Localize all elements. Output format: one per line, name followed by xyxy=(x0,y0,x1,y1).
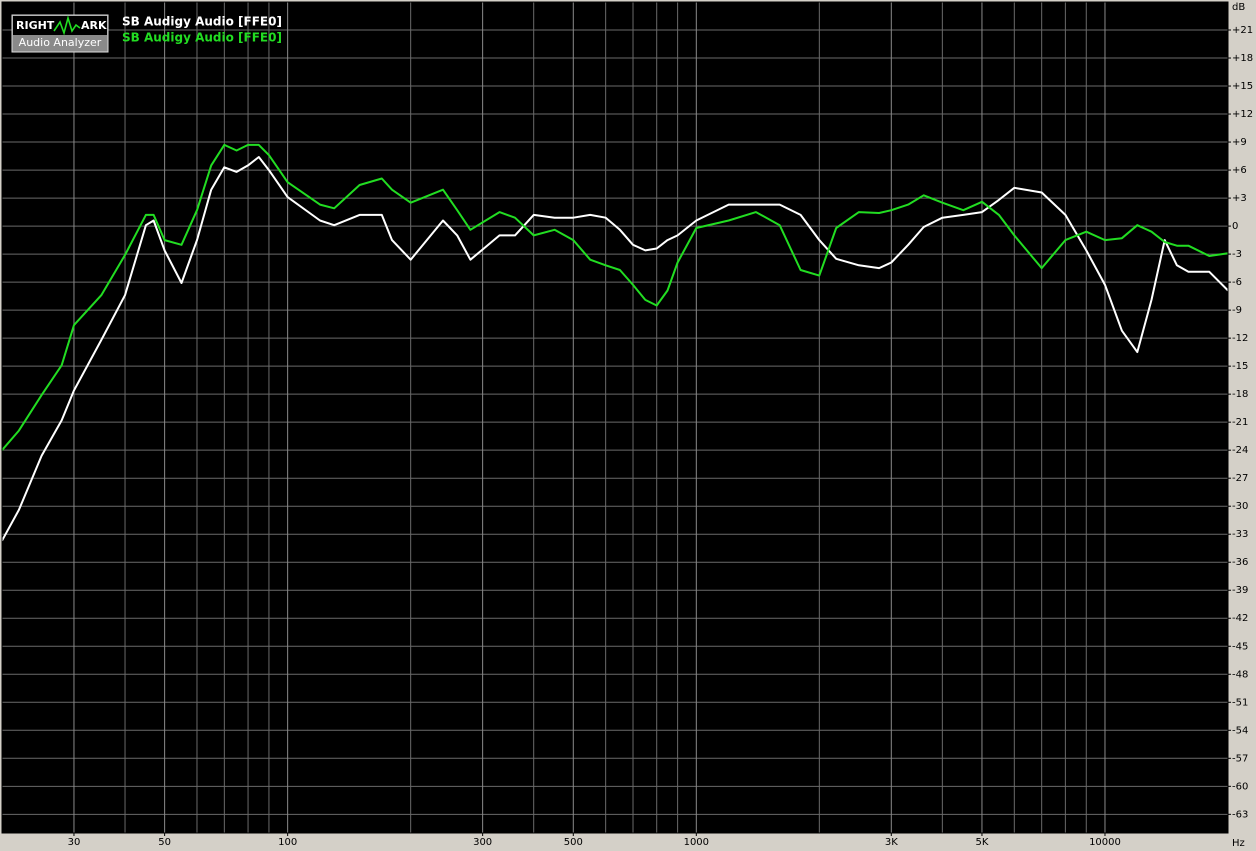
logo-wave xyxy=(53,15,81,36)
x-tick-label: 50 xyxy=(158,837,171,848)
y-tick-label: -60 xyxy=(1232,781,1248,792)
logo-left: RIGHT xyxy=(16,19,55,32)
logo-bottom: Audio Analyzer xyxy=(19,36,102,49)
x-tick-label: 300 xyxy=(473,837,492,848)
logo-right: ARK xyxy=(81,19,107,32)
series-line xyxy=(1,143,1229,451)
x-tick-label: 3K xyxy=(885,837,898,848)
legend-entry: SB Audigy Audio [FFE0] xyxy=(122,15,282,29)
y-axis-label: dB xyxy=(1232,2,1245,13)
y-tick-label: -12 xyxy=(1232,333,1248,344)
plot-border xyxy=(1,1,1229,834)
y-tick-label: +3 xyxy=(1232,193,1247,204)
y-tick-label: -6 xyxy=(1232,277,1242,288)
y-tick-label: 0 xyxy=(1232,221,1238,232)
y-tick-label: -42 xyxy=(1232,613,1248,624)
x-tick-label: 500 xyxy=(564,837,583,848)
y-tick-label: -63 xyxy=(1232,809,1248,820)
plot-area xyxy=(2,2,1228,833)
logo: RIGHT ARK Audio Analyzer xyxy=(11,14,109,53)
y-tick-label: -30 xyxy=(1232,501,1248,512)
y-tick-label: +6 xyxy=(1232,165,1247,176)
y-tick-label: -21 xyxy=(1232,417,1248,428)
x-tick-label: 10000 xyxy=(1089,837,1121,848)
y-tick-label: -39 xyxy=(1232,585,1248,596)
y-tick-label: -51 xyxy=(1232,697,1248,708)
y-tick-label: -9 xyxy=(1232,305,1242,316)
y-tick-label: +18 xyxy=(1232,53,1253,64)
legend-entry: SB Audigy Audio [FFE0] xyxy=(122,31,282,45)
y-tick-label: +12 xyxy=(1232,109,1253,120)
x-tick-label: 1000 xyxy=(684,837,709,848)
y-tick-label: +21 xyxy=(1232,25,1253,36)
y-tick-label: -18 xyxy=(1232,389,1248,400)
y-tick-label: -45 xyxy=(1232,641,1248,652)
y-tick-label: -15 xyxy=(1232,361,1248,372)
x-tick-label: 100 xyxy=(278,837,297,848)
y-tick-label: -27 xyxy=(1232,473,1248,484)
y-tick-label: -3 xyxy=(1232,249,1242,260)
y-tick-label: -36 xyxy=(1232,557,1248,568)
y-tick-label: -54 xyxy=(1232,725,1248,736)
logo-top xyxy=(13,16,107,35)
y-tick-label: +15 xyxy=(1232,81,1253,92)
x-axis-label: Hz xyxy=(1232,838,1245,849)
y-tick-label: -57 xyxy=(1232,753,1248,764)
y-tick-label: -48 xyxy=(1232,669,1248,680)
y-tick-label: -24 xyxy=(1232,445,1248,456)
series-line xyxy=(1,156,1229,542)
y-tick-label: +9 xyxy=(1232,137,1247,148)
x-tick-label: 5K xyxy=(975,837,988,848)
x-tick-label: 30 xyxy=(68,837,81,848)
y-tick-label: -33 xyxy=(1232,529,1248,540)
